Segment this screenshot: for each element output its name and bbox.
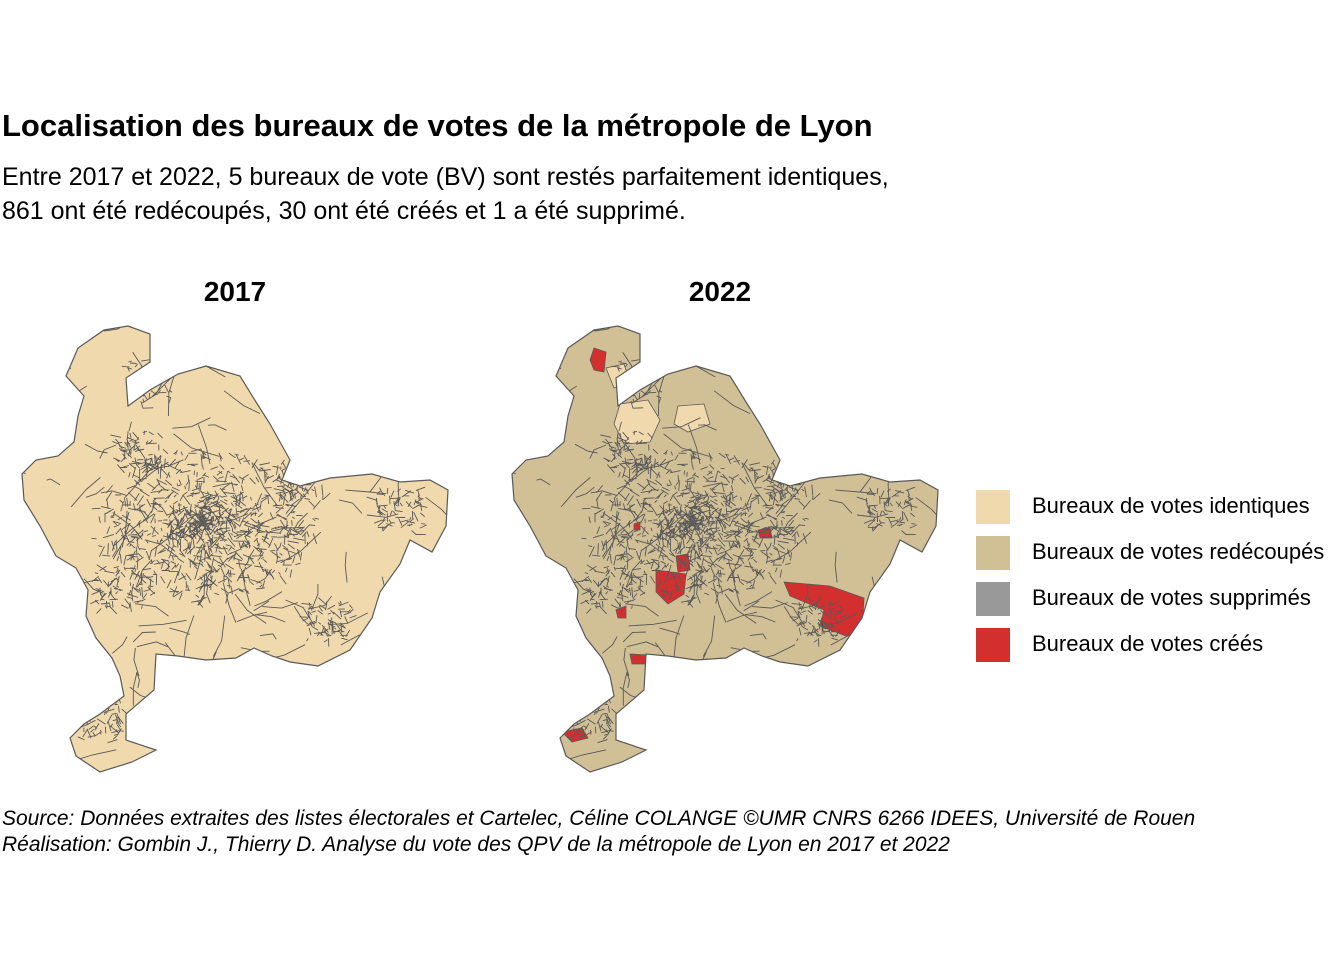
- created-zone: [615, 605, 627, 619]
- bureau-lines: [512, 327, 938, 764]
- territory-outline: [511, 325, 939, 773]
- map-2022: [511, 325, 939, 773]
- bureau-boundaries: [22, 327, 448, 764]
- bureau-boundaries: [512, 327, 938, 764]
- caption-credit: Réalisation: Gombin J., Thierry D. Analy…: [2, 833, 950, 856]
- panel-title-2017: 2017: [203, 276, 267, 307]
- territory-area: [22, 326, 448, 772]
- caption-source: Source: Données extraites des listes éle…: [2, 807, 1196, 830]
- legend-label-supprimes: Bureaux de votes supprimés: [1032, 585, 1311, 610]
- territory-outline: [21, 325, 449, 773]
- legend-label-identiques: Bureaux de votes identiques: [1032, 493, 1310, 518]
- legend-swatch-supprimes: [976, 582, 1010, 616]
- legend-swatch-identiques: [976, 490, 1010, 524]
- map-2017: [21, 325, 449, 773]
- created-zone: [783, 581, 865, 637]
- identical-zone: [613, 399, 661, 445]
- panel-title-2022: 2022: [688, 276, 752, 307]
- bureau-lines: [22, 327, 448, 764]
- subtitle-line-2: 861 ont été redécoupés, 30 ont été créés…: [2, 197, 686, 225]
- chart-title: Localisation des bureaux de votes de la …: [2, 108, 873, 143]
- legend-swatch-redecoupes: [976, 536, 1010, 570]
- chart-subtitle: Entre 2017 et 2022, 5 bureaux de vote (B…: [2, 160, 889, 228]
- subtitle-line-1: Entre 2017 et 2022, 5 bureaux de vote (B…: [2, 163, 889, 191]
- legend-label-crees: Bureaux de votes créés: [1032, 631, 1264, 656]
- legend-swatch-crees: [976, 628, 1010, 662]
- created-zone: [589, 347, 607, 373]
- caption: Source: Données extraites des listes éle…: [2, 806, 1195, 858]
- territory-area: [512, 326, 938, 772]
- legend-label-redecoupes: Bureaux de votes redécoupés: [1032, 539, 1325, 564]
- created-zone: [633, 521, 641, 531]
